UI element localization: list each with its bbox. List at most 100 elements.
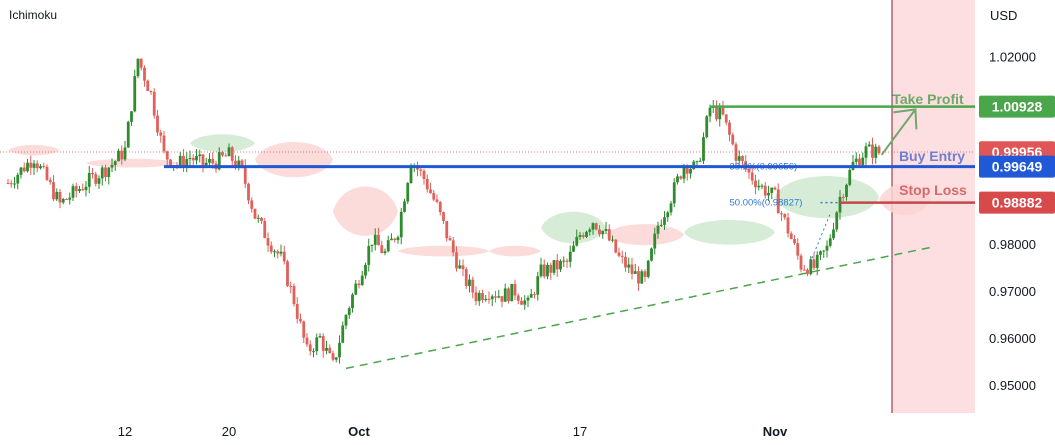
candle-119 <box>393 238 397 241</box>
candle-108 <box>357 283 361 286</box>
candle-247 <box>809 259 813 275</box>
candle-187 <box>614 239 618 253</box>
candle-251 <box>822 250 826 252</box>
cloud-segment-7 <box>541 211 606 244</box>
candle-179 <box>588 229 592 232</box>
candle-243 <box>796 243 800 256</box>
candle-184 <box>604 229 608 231</box>
candle-261 <box>854 158 858 162</box>
candle-258 <box>845 184 848 197</box>
candle-138 <box>455 252 458 269</box>
candle-105 <box>347 308 351 316</box>
candle-96 <box>318 336 322 338</box>
stop-loss-annotation: Stop Loss <box>899 182 967 198</box>
candle-144 <box>474 292 478 302</box>
candle-25 <box>87 172 91 187</box>
candle-214 <box>702 137 705 161</box>
candle-32 <box>110 164 114 168</box>
candle-245 <box>802 269 806 271</box>
candle-16 <box>58 191 62 203</box>
candle-209 <box>685 165 689 174</box>
candle-26 <box>91 172 94 175</box>
candle-148 <box>487 298 491 300</box>
candle-61 <box>204 162 208 166</box>
candle-100 <box>331 353 335 360</box>
candle-204 <box>669 203 673 213</box>
candle-213 <box>698 160 702 162</box>
candle-186 <box>611 239 614 241</box>
candle-71 <box>237 160 241 168</box>
candle-48 <box>162 135 166 152</box>
y-tick-label-3: 0.97000 <box>989 284 1036 299</box>
y-tick-label-0: 1.02000 <box>989 49 1036 64</box>
candle-234 <box>767 192 770 196</box>
candle-57 <box>191 157 195 161</box>
candle-190 <box>624 256 627 268</box>
candle-78 <box>260 217 263 222</box>
candle-198 <box>650 248 653 261</box>
candle-18 <box>65 199 68 201</box>
candle-9 <box>35 163 39 169</box>
candle-266 <box>871 144 874 158</box>
candle-104 <box>344 315 348 326</box>
candle-46 <box>156 115 159 133</box>
candle-62 <box>208 158 211 163</box>
candle-142 <box>468 279 471 287</box>
candle-177 <box>581 235 585 237</box>
candle-5 <box>22 167 26 172</box>
candle-93 <box>308 344 312 352</box>
candle-73 <box>243 165 247 184</box>
candle-160 <box>526 297 530 301</box>
candle-14 <box>52 182 55 200</box>
candle-36 <box>123 147 127 160</box>
candle-151 <box>497 296 501 298</box>
candle-50 <box>169 159 172 167</box>
candle-156 <box>513 283 517 296</box>
candle-10 <box>39 166 42 169</box>
candle-252 <box>825 245 829 251</box>
candle-83 <box>276 251 280 254</box>
price-axis <box>977 0 1055 445</box>
candle-86 <box>286 261 289 287</box>
candle-11 <box>42 166 46 168</box>
candle-147 <box>484 298 488 301</box>
candle-91 <box>302 321 306 338</box>
candle-208 <box>682 165 686 179</box>
candle-192 <box>630 264 634 274</box>
candle-188 <box>617 252 621 256</box>
candle-171 <box>562 260 566 262</box>
candle-136 <box>448 238 452 241</box>
candle-110 <box>364 264 367 276</box>
candle-117 <box>386 240 390 252</box>
candle-21 <box>74 186 78 192</box>
cloud-segment-11 <box>879 183 931 216</box>
candle-196 <box>643 271 647 277</box>
candle-56 <box>188 157 192 160</box>
candle-118 <box>390 238 393 241</box>
candle-264 <box>864 146 868 158</box>
candle-80 <box>266 238 270 246</box>
candle-165 <box>542 264 546 277</box>
buy-entry-price-label-bg <box>979 155 1055 178</box>
candle-17 <box>61 199 65 203</box>
candle-22 <box>78 189 81 192</box>
candle-129 <box>425 178 429 190</box>
cloud-segment-6 <box>489 245 541 257</box>
stop-loss-price-label-bg <box>979 191 1055 214</box>
candle-169 <box>555 260 559 270</box>
candle-114 <box>377 234 380 246</box>
candle-13 <box>48 179 52 183</box>
take-profit-arrow <box>880 108 917 156</box>
candle-175 <box>575 236 579 246</box>
candle-34 <box>117 150 120 162</box>
candle-106 <box>351 294 354 309</box>
candle-256 <box>838 196 842 213</box>
candle-74 <box>247 183 250 201</box>
candle-240 <box>786 217 790 234</box>
candle-242 <box>793 238 796 244</box>
candle-153 <box>503 288 507 302</box>
candle-23 <box>81 189 85 191</box>
candle-180 <box>591 223 595 230</box>
candle-65 <box>217 152 221 170</box>
